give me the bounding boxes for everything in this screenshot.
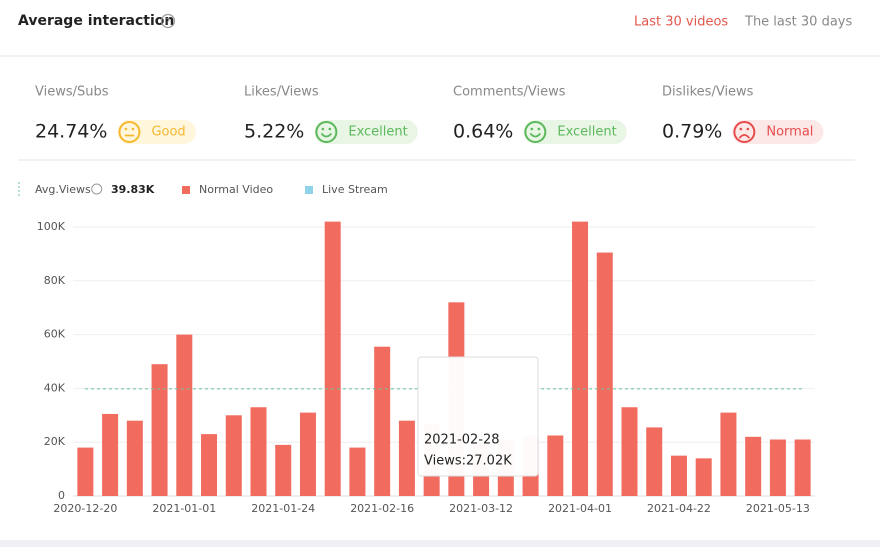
metric-label: Comments/Views [453, 85, 566, 100]
bar [547, 435, 564, 496]
rating-text: Excellent [557, 125, 616, 140]
svg-text:?: ? [166, 18, 171, 28]
rating-icon [315, 121, 338, 143]
bottom-strip [0, 540, 880, 547]
bar [621, 407, 638, 496]
bar [695, 458, 712, 496]
bar [769, 439, 786, 496]
rating-icon-eye [537, 127, 541, 131]
rating-icon-eye [739, 127, 743, 131]
bar [126, 420, 143, 496]
metric-value: 5.22% [244, 121, 304, 143]
x-tick-label: 2021-03-12 [449, 502, 513, 515]
bar [275, 444, 292, 496]
metric-value: 24.74% [35, 121, 107, 143]
x-tick-label: 2021-02-16 [350, 502, 414, 515]
rating-text: Good [151, 125, 185, 140]
rating-text: Excellent [348, 125, 407, 140]
rating-icon-eye [328, 127, 332, 131]
rating-icon-eye [131, 127, 135, 131]
metric-value: 0.64% [453, 121, 513, 143]
bar [77, 447, 94, 496]
bar [324, 221, 341, 496]
metric-value: 0.79% [662, 121, 722, 143]
y-tick-label: 80K [44, 274, 66, 287]
bar [670, 455, 687, 496]
rating-icon [524, 121, 547, 143]
help-icon[interactable]: ? [160, 13, 176, 29]
y-tick-label: 100K [37, 220, 66, 233]
bar [572, 221, 589, 496]
metric-label: Likes/Views [244, 85, 319, 100]
y-tick-label: 40K [44, 381, 66, 394]
rating-badge [314, 120, 418, 144]
legend-label: Live Stream [322, 183, 388, 196]
rating-icon [118, 121, 141, 143]
tooltip [417, 356, 539, 477]
plot: 0 20K 40K 60K 80K 100K 2020-12-20 2021-01-01 202… [37, 220, 815, 515]
tooltip-text: Views:27.02K [424, 454, 512, 469]
bar [250, 407, 267, 496]
y-tick-label: 20K [44, 435, 66, 448]
legend: Avg.Views 39.83K Normal Video Live Stream [18, 182, 388, 197]
bar [102, 413, 119, 496]
bar [794, 439, 811, 496]
avg-value: 39.83K [111, 183, 155, 196]
x-tick-label: 2021-05-13 [746, 502, 810, 515]
bar [299, 412, 316, 496]
rating-icon-eye [124, 127, 128, 131]
rating-icon-eye [530, 127, 534, 131]
rating-text: Normal [766, 125, 813, 140]
x-tick-label: 2021-01-01 [152, 502, 216, 515]
rating-icon-mouth [529, 133, 541, 138]
legend-label: Avg.Views [35, 183, 91, 196]
rating-icon-eye [746, 127, 750, 131]
legend-swatch [182, 186, 190, 194]
rating-icon-mouth [320, 133, 332, 138]
bar [201, 434, 218, 496]
x-tick-label: 2020-12-20 [53, 502, 117, 515]
legend-label: Normal Video [199, 183, 273, 196]
rating-icon-mouth [738, 134, 750, 139]
bar [646, 427, 663, 496]
tooltip-title: 2021-02-28 [424, 433, 500, 448]
rating-badge [523, 120, 627, 144]
x-tick-label: 2021-04-01 [548, 502, 612, 515]
rating-badge [732, 120, 824, 144]
metric-label: Views/Subs [35, 85, 109, 100]
tab-active[interactable]: Last 30 videos [634, 15, 728, 30]
legend-swatch [305, 186, 313, 194]
y-tick-label: 60K [44, 328, 66, 341]
title: Average interaction [18, 13, 174, 29]
bar [745, 436, 762, 496]
bar [398, 420, 415, 496]
tab[interactable]: The last 30 days [744, 15, 852, 30]
help-icon [91, 183, 103, 195]
bar [225, 415, 242, 496]
bar [176, 334, 193, 496]
metric-label: Dislikes/Views [662, 85, 754, 100]
bar [720, 412, 737, 496]
rating-icon-eye [321, 127, 325, 131]
x-tick-label: 2021-04-22 [647, 502, 711, 515]
bar [374, 346, 391, 496]
bar [596, 252, 613, 496]
rating-icon [733, 121, 756, 143]
bar [349, 447, 366, 496]
x-tick-label: 2021-01-24 [251, 502, 315, 515]
y-tick-label: 0 [58, 489, 65, 502]
bar [151, 364, 168, 496]
metrics: Views/Subs 24.74% Good Likes/Views 5.22% Exce… [35, 85, 824, 144]
